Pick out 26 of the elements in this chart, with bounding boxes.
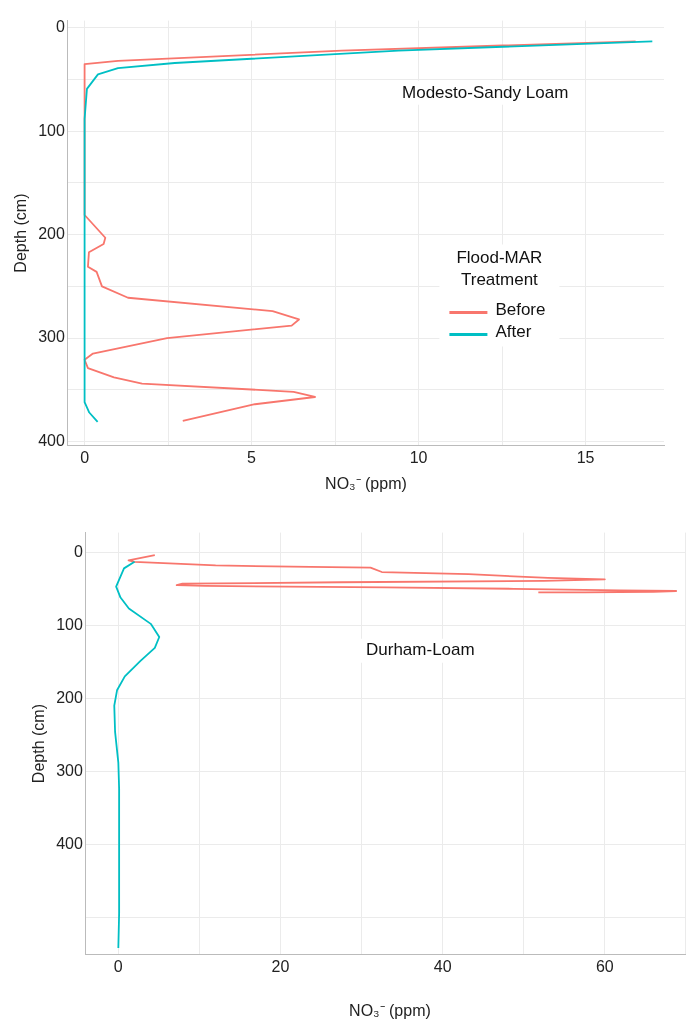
x-tick-label: 40 bbox=[433, 957, 452, 975]
y-tick-label: 100 bbox=[56, 615, 83, 633]
x-tick-label: 0 bbox=[113, 957, 123, 975]
x-axis-title: NO₃⁻ (ppm) bbox=[325, 474, 407, 492]
x-axis-title: NO₃⁻ (ppm) bbox=[349, 1001, 431, 1019]
y-tick-label: 0 bbox=[55, 18, 65, 36]
x-tick-label: 15 bbox=[576, 448, 595, 466]
y-tick-label: 400 bbox=[38, 431, 65, 449]
annotation: Durham-Loam bbox=[366, 640, 475, 660]
x-tick-label: 60 bbox=[595, 957, 614, 975]
y-axis-title: Depth (cm) bbox=[30, 704, 48, 784]
y-tick-label: 100 bbox=[38, 121, 65, 139]
legend-label: After bbox=[495, 322, 532, 342]
x-tick-label: 5 bbox=[247, 448, 257, 466]
legend-title: Flood-MAR Treatment bbox=[456, 248, 543, 290]
y-axis-title: Depth (cm) bbox=[12, 193, 30, 273]
y-tick-label: 200 bbox=[56, 688, 83, 706]
y-tick-label: 0 bbox=[73, 542, 83, 560]
y-tick-label: 400 bbox=[56, 834, 83, 852]
x-tick-label: 20 bbox=[271, 957, 290, 975]
y-tick-label: 300 bbox=[38, 328, 65, 346]
y-tick-label: 200 bbox=[38, 225, 65, 243]
x-tick-label: 10 bbox=[409, 448, 428, 466]
annotation: Modesto-Sandy Loam bbox=[402, 82, 569, 102]
y-tick-label: 300 bbox=[56, 761, 83, 779]
legend-label: Before bbox=[495, 300, 546, 320]
